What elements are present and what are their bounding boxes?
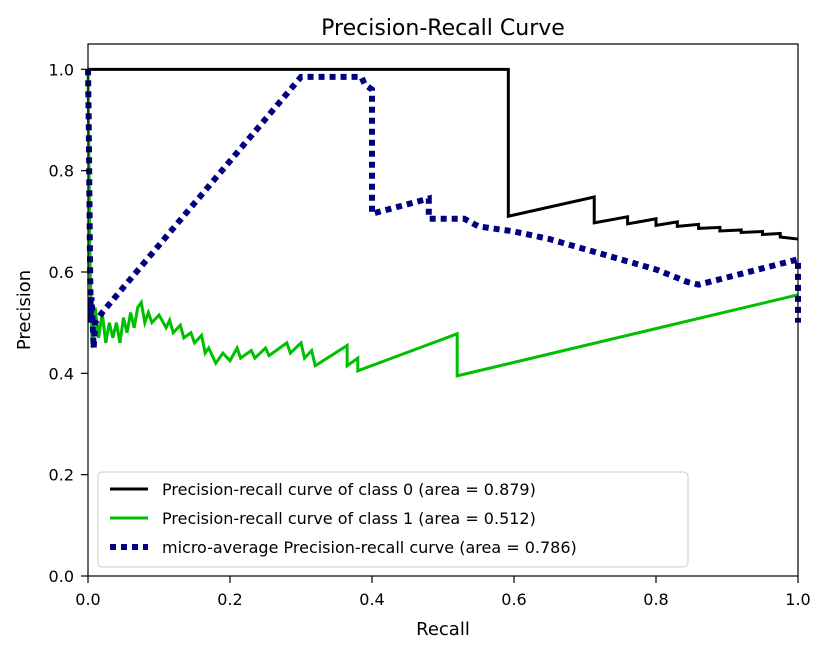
x-tick-label: 0.6 [501,590,526,609]
legend: Precision-recall curve of class 0 (area … [97,471,689,568]
x-ticks-layer: 0.0 0.2 0.4 0.6 0.8 1.0 [75,576,811,609]
y-tick-label: 0.8 [49,162,74,181]
y-tick-label: 0.6 [49,263,74,282]
x-tick-label: 0.2 [217,590,242,609]
legend-box [97,471,689,568]
y-tick-label: 0.4 [49,364,74,383]
legend-label-class-0: Precision-recall curve of class 0 (area … [162,480,536,499]
series-layer [85,67,801,378]
y-tick-label: 1.0 [49,60,74,79]
legend-label-micro-average: micro-average Precision-recall curve (ar… [162,538,577,557]
y-axis-label: Precision [14,270,35,350]
x-tick-label: 0.0 [75,590,100,609]
series-class-1-line [86,69,799,378]
x-tick-label: 0.8 [643,590,668,609]
legend-label-class-1: Precision-recall curve of class 1 (area … [162,509,536,528]
series-class-0-line [88,67,799,241]
plot-frame [87,43,799,577]
y-tick-label: 0.2 [49,466,74,485]
y-tick-label: 0.0 [49,567,74,586]
series-micro-average-line [85,69,801,349]
chart-title: Precision-Recall Curve [321,16,565,41]
y-ticks-layer: 0.0 0.2 0.4 0.6 0.8 1.0 [49,60,88,586]
x-axis-label: Recall [416,619,470,640]
x-tick-label: 0.4 [359,590,384,609]
x-tick-label: 1.0 [785,590,810,609]
